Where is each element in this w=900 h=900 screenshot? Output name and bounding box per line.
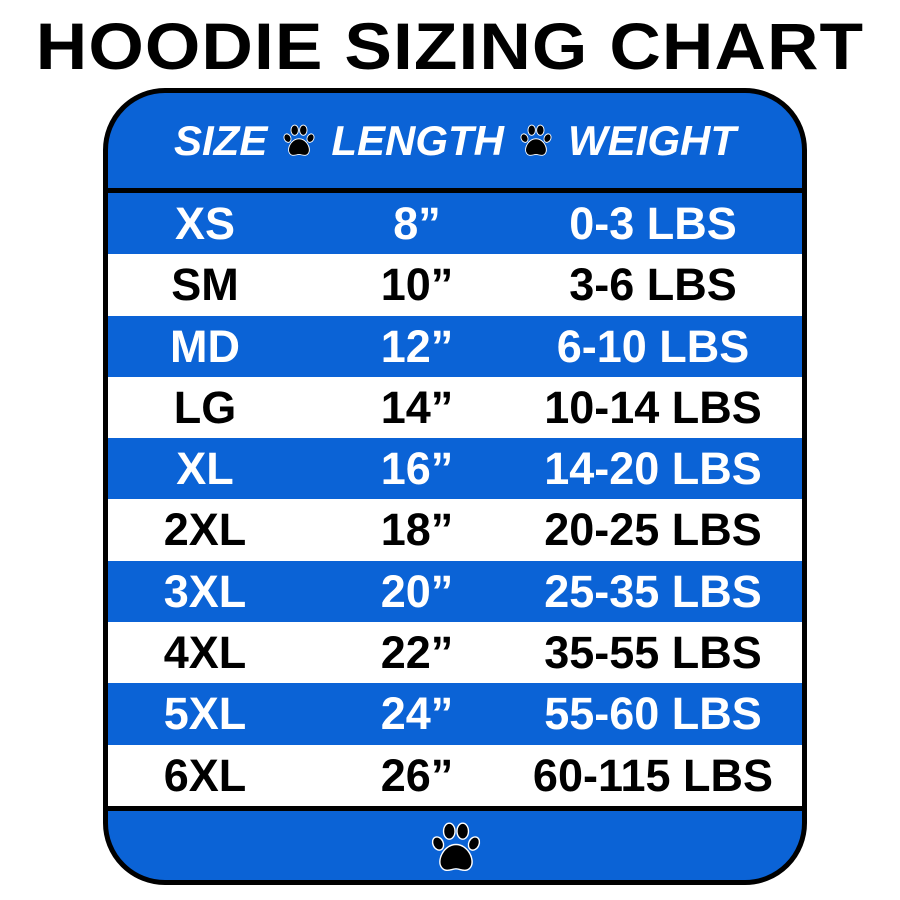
length-cell: 20” bbox=[380, 565, 454, 617]
sizing-table: SIZE LENGTH WEIGHT XS 8” 0-3 LBS SM 10” 3-6 L… bbox=[103, 88, 807, 885]
table-row: MD 12” 6-10 LBS bbox=[108, 315, 802, 377]
size-cell: 3XL bbox=[163, 565, 247, 617]
weight-cell: 6-10 LBS bbox=[556, 320, 750, 372]
weight-cell: 35-55 LBS bbox=[544, 627, 762, 679]
length-cell: 22” bbox=[380, 627, 454, 679]
paw-print-icon bbox=[430, 822, 482, 872]
table-header: SIZE LENGTH WEIGHT bbox=[108, 93, 802, 188]
length-cell: 24” bbox=[380, 688, 454, 740]
size-cell: 5XL bbox=[163, 688, 247, 740]
weight-cell: 55-60 LBS bbox=[544, 688, 762, 740]
weight-cell: 0-3 LBS bbox=[569, 198, 737, 249]
table-row: LG 14” 10-14 LBS bbox=[108, 376, 802, 439]
weight-cell: 14-20 LBS bbox=[544, 443, 762, 495]
weight-cell: 20-25 LBS bbox=[544, 504, 762, 556]
length-cell: 16” bbox=[380, 443, 454, 495]
length-cell: 26” bbox=[380, 749, 454, 801]
length-cell: 12” bbox=[380, 320, 454, 372]
table-body: XS 8” 0-3 LBS SM 10” 3-6 LBS MD 12” 6-10 LBS LG 14… bbox=[108, 193, 802, 806]
weight-cell: 60-115 LBS bbox=[532, 749, 774, 801]
divider bbox=[108, 188, 802, 193]
size-cell: 2XL bbox=[163, 504, 247, 556]
paw-print-icon bbox=[519, 124, 553, 156]
table-row: XS 8” 0-3 LBS bbox=[108, 193, 802, 255]
table-row: 4XL 22” 35-55 LBS bbox=[108, 622, 802, 684]
length-cell: 8” bbox=[393, 198, 441, 249]
weight-cell: 3-6 LBS bbox=[569, 259, 737, 311]
size-cell: XS bbox=[174, 198, 236, 249]
paw-print-icon bbox=[282, 124, 317, 156]
size-cell: MD bbox=[170, 320, 240, 372]
page-title: HOODIE SIZING CHART bbox=[35, 9, 865, 83]
length-cell: 10” bbox=[380, 259, 454, 311]
weight-cell: 10-14 LBS bbox=[544, 381, 762, 433]
size-cell: XL bbox=[176, 443, 234, 495]
table-row: 6XL 26” 60-115 LBS bbox=[108, 744, 802, 806]
size-cell: 6XL bbox=[163, 749, 247, 801]
table-row: 5XL 24” 55-60 LBS bbox=[108, 683, 802, 745]
header-weight: WEIGHT bbox=[568, 116, 736, 164]
header-size: SIZE bbox=[174, 116, 268, 164]
table-row: XL 16” 14-20 LBS bbox=[108, 438, 802, 500]
weight-cell: 25-35 LBS bbox=[544, 565, 762, 617]
divider bbox=[108, 806, 802, 811]
length-cell: 18” bbox=[380, 504, 454, 556]
table-row: SM 10” 3-6 LBS bbox=[108, 254, 802, 316]
size-cell: SM bbox=[171, 259, 239, 311]
length-cell: 14” bbox=[380, 381, 454, 433]
size-cell: LG bbox=[173, 381, 237, 433]
table-row: 3XL 20” 25-35 LBS bbox=[108, 560, 802, 623]
table-row: 2XL 18” 20-25 LBS bbox=[108, 499, 802, 561]
size-cell: 4XL bbox=[163, 627, 247, 679]
header-length: LENGTH bbox=[331, 116, 505, 164]
